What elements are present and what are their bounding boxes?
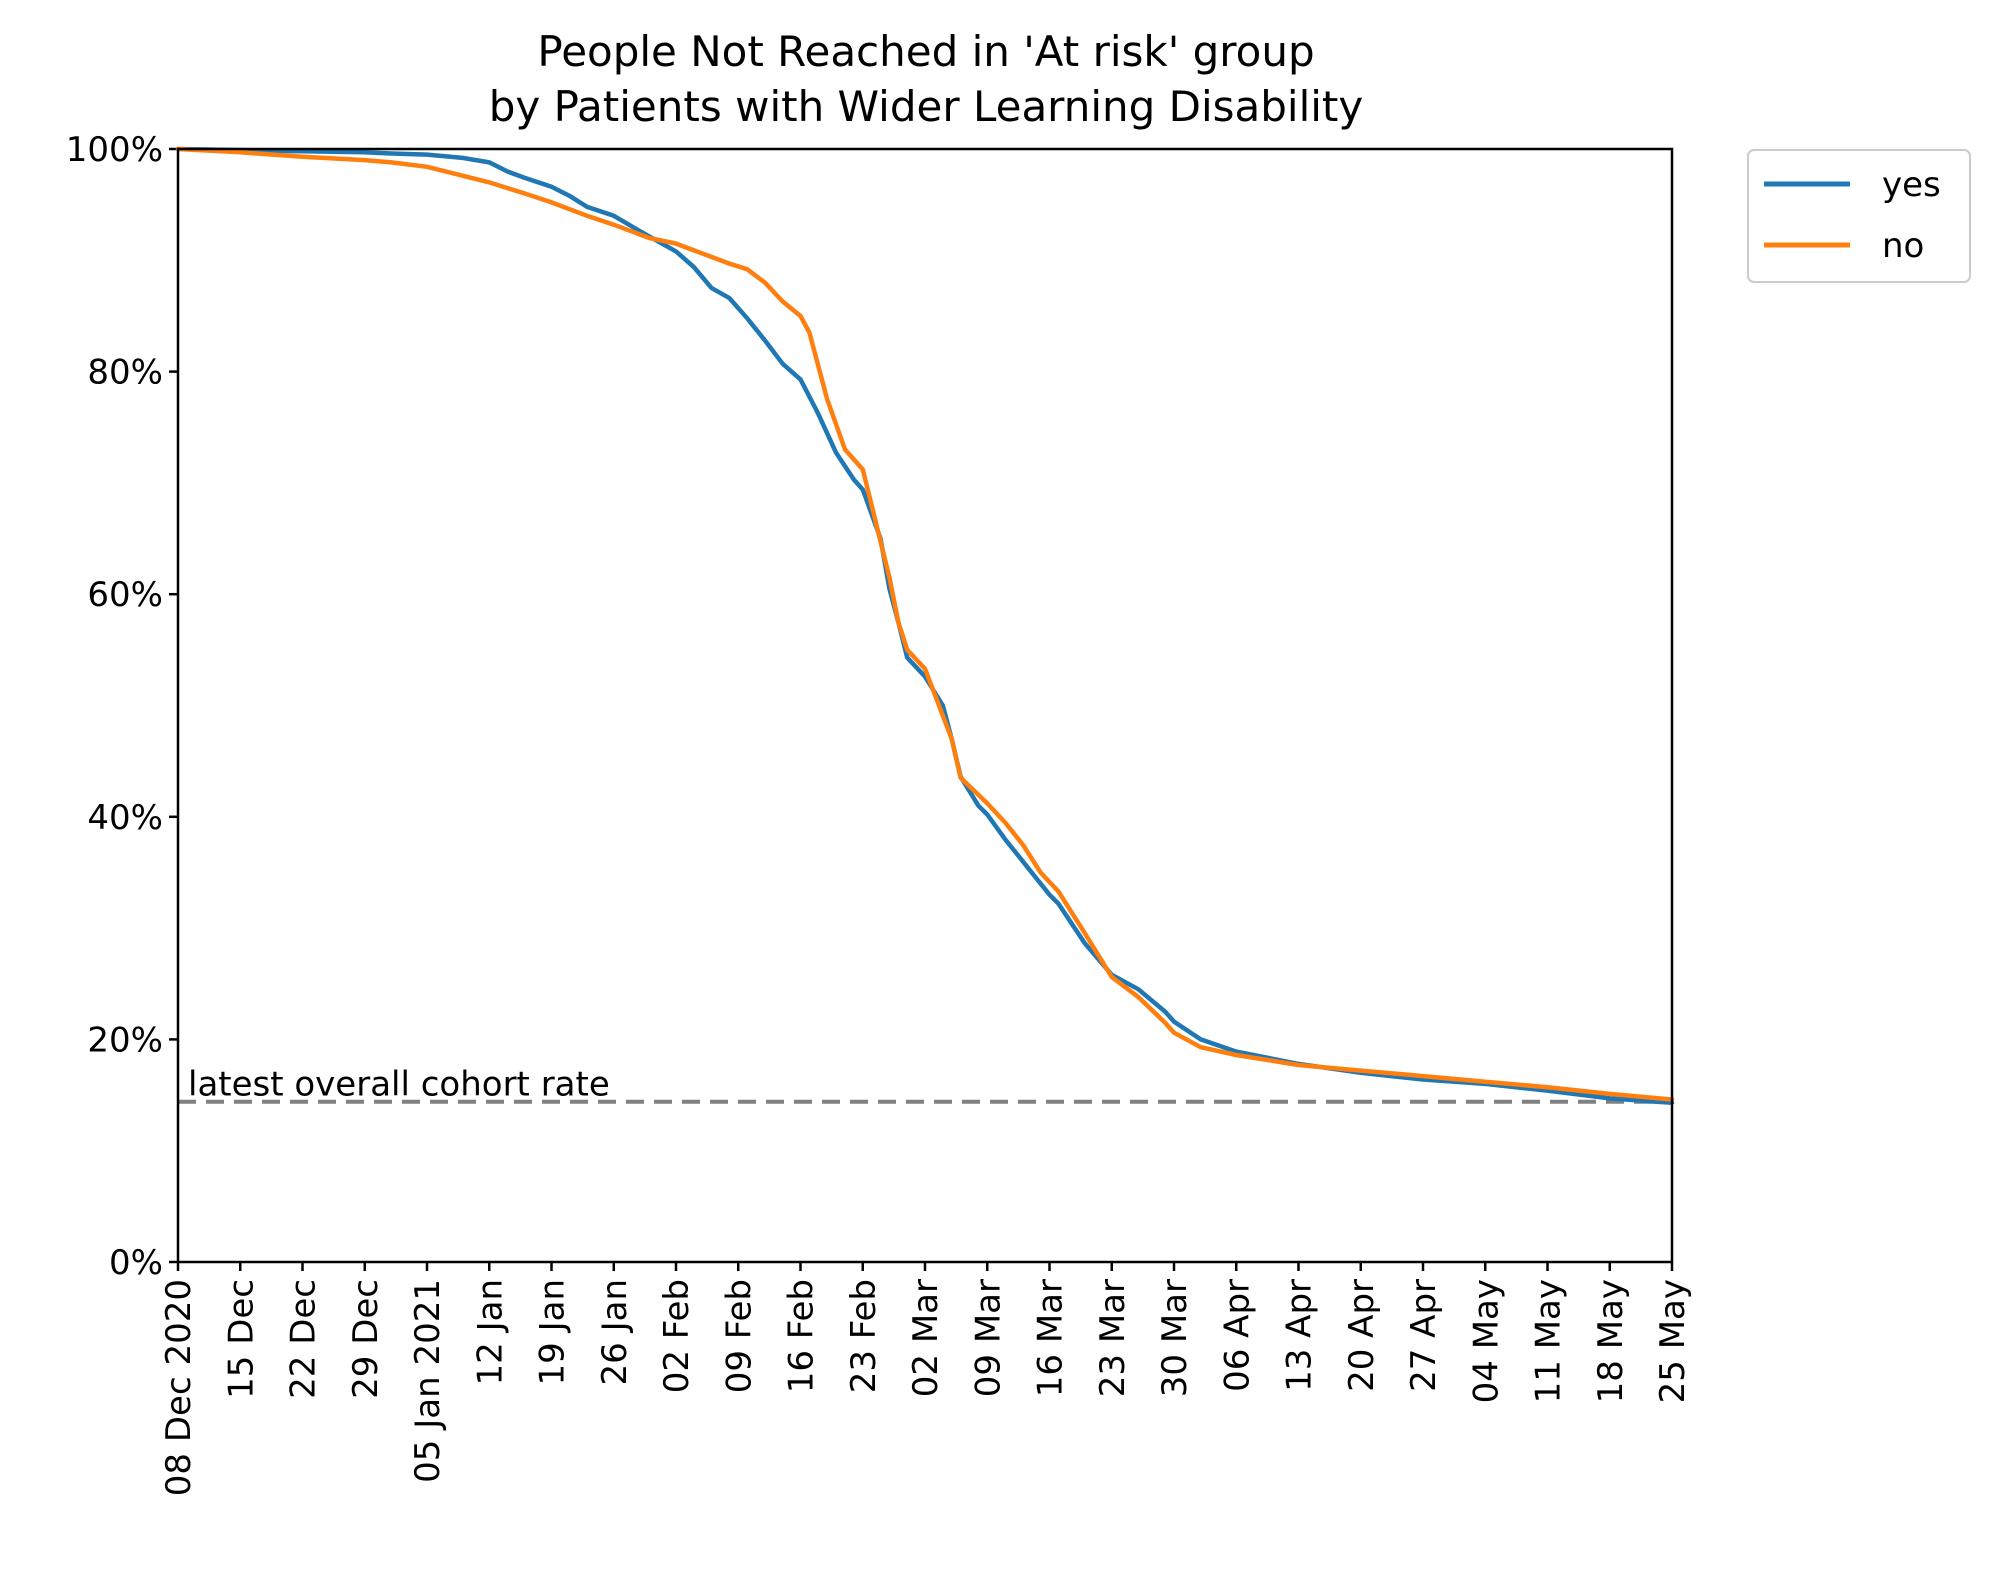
x-tick-label: 11 May bbox=[1529, 1279, 1569, 1403]
x-tick-label: 09 Mar bbox=[968, 1279, 1008, 1397]
series-line-no bbox=[175, 146, 1675, 1102]
x-tick-label: 05 Jan 2021 bbox=[408, 1279, 448, 1483]
x-axis: 08 Dec 2020 15 Dec 22 Dec 29 Dec 05 Jan 2021… bbox=[159, 1262, 1693, 1496]
y-tick-label: 0% bbox=[109, 1243, 163, 1283]
series-group bbox=[175, 146, 1675, 1106]
x-tick-label: 12 Jan bbox=[470, 1279, 510, 1385]
reference-line-group: latest overall cohort rate bbox=[178, 1065, 1672, 1105]
legend: yes no bbox=[1747, 149, 1971, 283]
x-tick-label: 23 Mar bbox=[1093, 1279, 1133, 1397]
y-tick-label: 20% bbox=[87, 1020, 163, 1060]
x-tick-label: 13 Apr bbox=[1280, 1279, 1320, 1392]
plot-frame bbox=[176, 147, 1674, 1264]
x-tick-label: 25 May bbox=[1653, 1279, 1693, 1403]
x-tick-label: 19 Jan bbox=[533, 1279, 573, 1385]
series-line-yes bbox=[175, 146, 1675, 1106]
legend-label-yes: yes bbox=[1882, 165, 1941, 205]
x-tick-label: 08 Dec 2020 bbox=[159, 1279, 199, 1496]
x-tick-label: 02 Feb bbox=[657, 1279, 697, 1393]
legend-entry-yes: yes bbox=[1764, 165, 1941, 205]
x-tick-label: 20 Apr bbox=[1342, 1279, 1382, 1392]
x-tick-label: 26 Jan bbox=[595, 1279, 635, 1385]
chart-title-line-2: by Patients with Wider Learning Disabili… bbox=[489, 82, 1364, 131]
x-tick-label: 09 Feb bbox=[719, 1279, 759, 1393]
y-axis: 0% 20% 40% 60% 80% 100% bbox=[66, 130, 178, 1283]
x-tick-label: 18 May bbox=[1591, 1279, 1631, 1403]
x-tick-label: 22 Dec bbox=[284, 1279, 324, 1399]
x-tick-label: 02 Mar bbox=[906, 1279, 946, 1397]
x-tick-label: 04 May bbox=[1466, 1279, 1506, 1403]
y-tick-label: 100% bbox=[66, 130, 163, 170]
legend-label-no: no bbox=[1882, 226, 1924, 266]
x-tick-label: 15 Dec bbox=[221, 1279, 261, 1399]
x-tick-label: 27 Apr bbox=[1404, 1279, 1444, 1392]
x-tick-label: 16 Mar bbox=[1031, 1279, 1071, 1397]
y-tick-label: 60% bbox=[87, 575, 163, 615]
reference-line-label: latest overall cohort rate bbox=[188, 1065, 610, 1105]
y-tick-label: 40% bbox=[87, 798, 163, 838]
x-tick-label: 29 Dec bbox=[346, 1279, 386, 1399]
x-tick-label: 06 Apr bbox=[1217, 1279, 1257, 1392]
chart-title-line-1: People Not Reached in 'At risk' group bbox=[537, 27, 1314, 76]
y-tick-label: 80% bbox=[87, 353, 163, 393]
chart-title: People Not Reached in 'At risk' group by… bbox=[489, 27, 1364, 131]
x-tick-label: 16 Feb bbox=[782, 1279, 822, 1393]
x-tick-label: 23 Feb bbox=[844, 1279, 884, 1393]
legend-entry-no: no bbox=[1764, 226, 1924, 266]
x-tick-label: 30 Mar bbox=[1155, 1279, 1195, 1397]
